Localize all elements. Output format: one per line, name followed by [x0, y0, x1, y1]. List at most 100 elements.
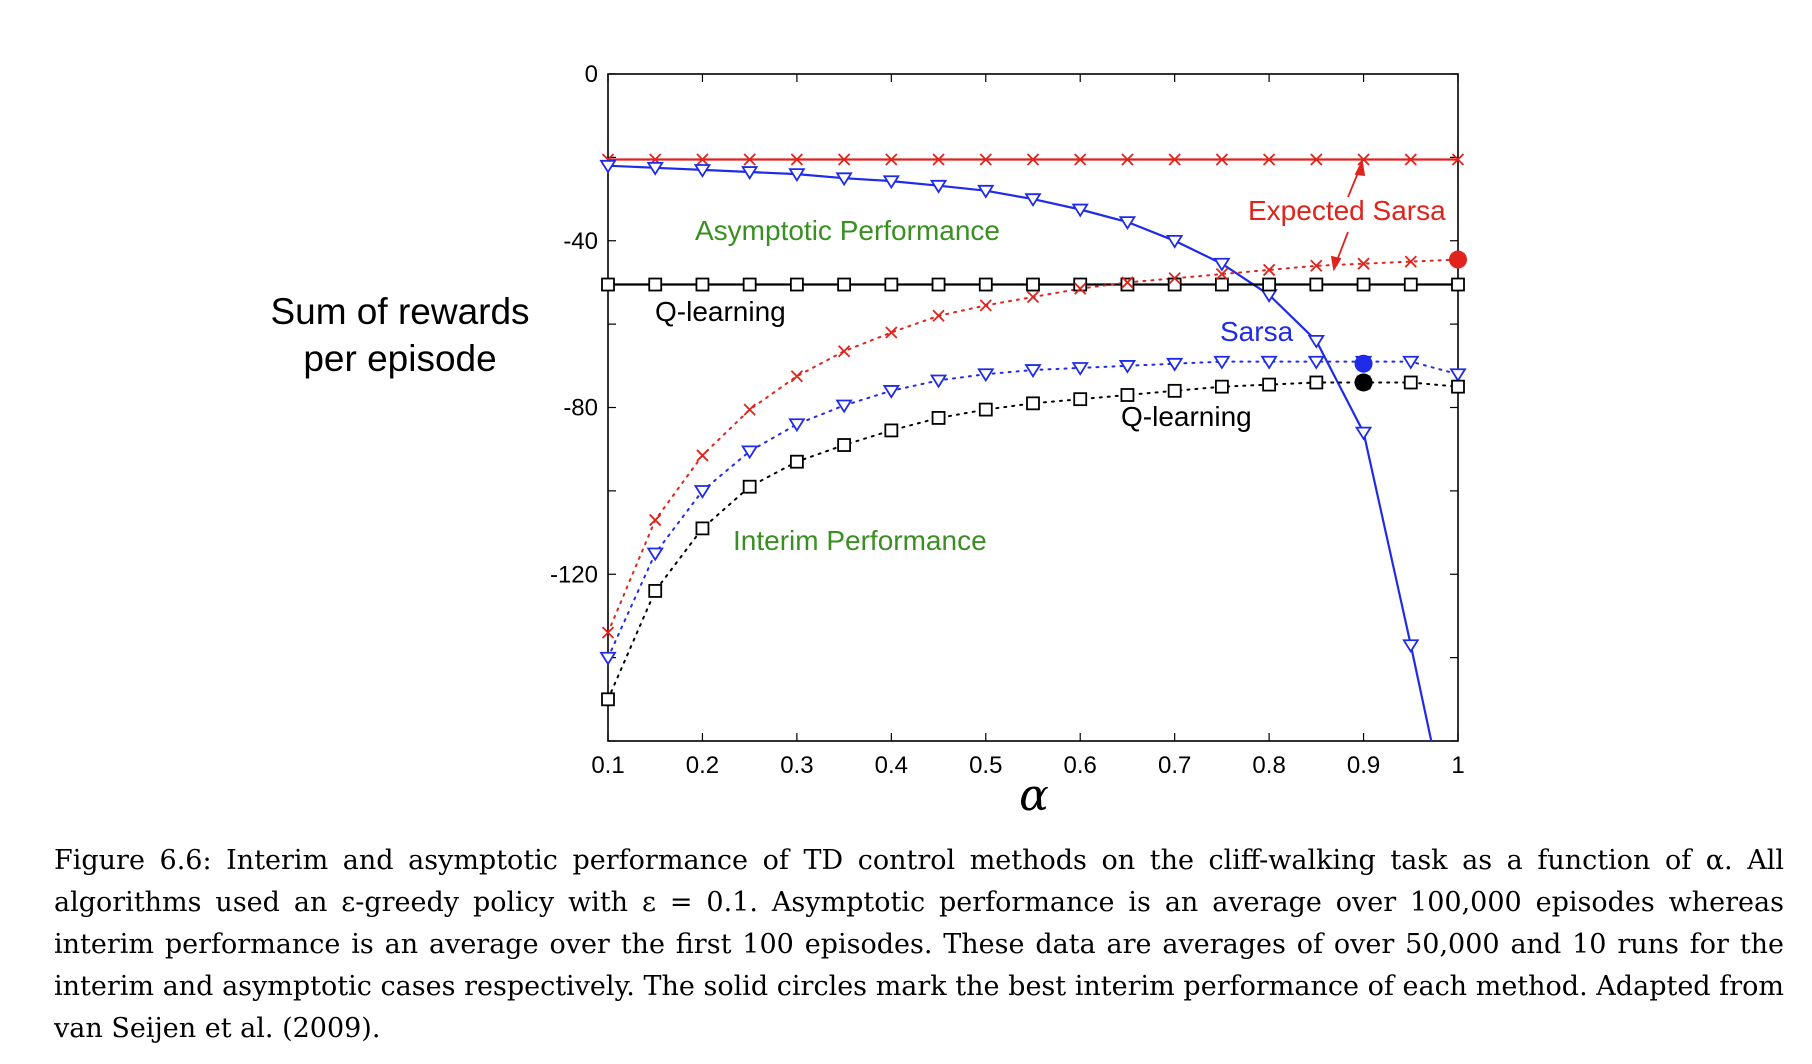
expected-sarsa-asymptotic-point — [1451, 153, 1465, 166]
q-learning-asymptotic-point — [1120, 277, 1135, 292]
series-layer — [608, 158, 1458, 741]
q-learning-asymptotic-point — [1214, 277, 1229, 292]
sarsa-interim-point — [1260, 355, 1278, 370]
sarsa-asymptotic-line — [608, 164, 1433, 741]
sarsa-asymptotic-point — [835, 172, 853, 187]
expected-sarsa-interim-point — [1310, 259, 1323, 272]
q-learning-asymptotic-point — [1356, 277, 1371, 292]
sarsa-asymptotic-point — [1307, 334, 1325, 349]
annotation-interim-performance: Interim Performance — [733, 525, 987, 556]
sarsa-asymptotic-point — [1024, 193, 1042, 208]
expected-sarsa-asymptotic-point — [1074, 153, 1087, 166]
sarsa-interim-point — [1024, 364, 1042, 378]
q-learning-interim-point — [742, 479, 757, 494]
expected-sarsa-interim-point — [885, 326, 898, 339]
q-learning-interim-point — [1120, 388, 1135, 402]
annotation-q-learning-interim: Q-learning — [1121, 401, 1252, 432]
q-learning-asymptotic-point — [1167, 277, 1182, 292]
q-learning-asymptotic-point — [1403, 277, 1418, 292]
q-learning-asymptotic-point — [601, 277, 615, 292]
expected-sarsa-interim-point — [1357, 257, 1370, 270]
q-learning-asymptotic-point — [931, 277, 946, 292]
expected-sarsa-asymptotic-point — [1168, 153, 1181, 166]
expected-sarsa-interim-point — [743, 403, 756, 416]
x-axis-label: α — [1019, 770, 1049, 821]
expected-sarsa-arrows — [1330, 159, 1366, 272]
q-learning-interim-point — [931, 411, 946, 425]
expected-sarsa-interim-point — [1404, 255, 1417, 268]
q-learning-interim-point — [837, 438, 852, 452]
sarsa-interim-point — [599, 651, 617, 666]
expected-sarsa-asymptotic-point — [1215, 153, 1229, 166]
y-axis-label-line2: per episode — [303, 338, 496, 379]
q-learning-asymptotic-point — [1073, 277, 1088, 292]
x-tick-label: 0.5 — [969, 752, 1002, 779]
expected-sarsa-asymptotic-point — [743, 153, 756, 166]
expected-sarsa-asymptotic-point — [1121, 153, 1134, 166]
sarsa-asymptotic-point — [1402, 639, 1420, 654]
y-axis-label-line1: Sum of rewards — [270, 291, 529, 332]
x-tick-label: 0.6 — [1064, 752, 1097, 779]
expected-sarsa-asymptotic-point — [1026, 153, 1040, 166]
x-tick-label: 0.1 — [591, 752, 624, 779]
q-learning-interim-point — [1309, 375, 1324, 390]
q-learning-asymptotic-point — [1309, 277, 1324, 292]
sarsa-interim-point — [646, 547, 664, 562]
annotation-q-learning-asymptotic: Q-learning — [655, 296, 786, 327]
sarsa-interim-point — [1213, 355, 1231, 370]
expected-sarsa-asymptotic-point — [696, 153, 709, 166]
x-tick-label: 0.9 — [1347, 752, 1380, 779]
x-tick-label: 0.3 — [780, 752, 813, 779]
annotation-expected-sarsa: Expected Sarsa — [1248, 195, 1446, 226]
expected-sarsa-asymptotic-point — [1357, 153, 1370, 166]
expected-sarsa-interim-point — [1121, 276, 1134, 289]
sarsa-interim-point — [929, 374, 948, 389]
x-tick-label: 1 — [1451, 752, 1464, 779]
q-learning-asymptotic-point — [884, 277, 899, 292]
arrowhead-up — [1354, 159, 1366, 177]
sarsa-asymptotic-point — [929, 179, 948, 194]
sarsa-interim-point — [977, 368, 995, 383]
sarsa-interim-point — [741, 445, 759, 460]
y-tick-label: -120 — [550, 561, 598, 588]
sarsa-interim-point — [1118, 360, 1137, 374]
sarsa-interim-point — [1307, 355, 1325, 370]
sarsa-interim-point — [882, 385, 900, 399]
best-interim-q-learning-dot — [1354, 373, 1373, 392]
expected-sarsa-interim-point — [1168, 272, 1181, 285]
expected-sarsa-interim-point — [649, 513, 662, 527]
q-learning-interim-point — [1451, 379, 1465, 394]
expected-sarsa-interim-point — [601, 626, 615, 639]
q-learning-asymptotic-point — [789, 277, 804, 292]
q-learning-interim-point — [1026, 396, 1040, 411]
expected-sarsa-interim-point — [979, 299, 992, 312]
x-tick-label: 0.4 — [875, 752, 908, 779]
expected-sarsa-asymptotic-point — [790, 153, 804, 166]
sarsa-asymptotic-point — [1071, 203, 1089, 218]
expected-sarsa-interim-point — [932, 309, 945, 322]
y-tick-label: 0 — [585, 61, 598, 88]
expected-sarsa-asymptotic-point — [1310, 153, 1323, 166]
annotation-sarsa: Sarsa — [1220, 316, 1294, 347]
q-learning-interim-point — [601, 692, 615, 707]
q-learning-asymptotic-point — [1026, 277, 1040, 292]
expected-sarsa-interim-point — [1026, 290, 1040, 304]
q-learning-asymptotic-point — [1451, 277, 1465, 292]
expected-sarsa-asymptotic-point — [885, 153, 898, 166]
sarsa-interim-point — [788, 418, 806, 433]
q-learning-interim-point — [1073, 392, 1088, 407]
expected-sarsa-asymptotic-point — [1404, 153, 1417, 166]
q-learning-interim-point — [648, 584, 663, 598]
q-learning-interim-point — [1262, 377, 1277, 392]
arrowhead-down — [1330, 255, 1342, 272]
sarsa-interim-point — [1402, 355, 1420, 370]
q-learning-interim-point — [978, 402, 993, 417]
best-interim-sarsa-dot — [1354, 354, 1373, 373]
marker-layer — [599, 153, 1467, 707]
sarsa-interim-point — [835, 399, 853, 414]
x-tick-label: 0.7 — [1158, 752, 1191, 779]
expected-sarsa-asymptotic-point — [932, 153, 945, 166]
x-tick-label: 0.8 — [1252, 752, 1285, 779]
sarsa-asymptotic-point — [693, 164, 712, 178]
